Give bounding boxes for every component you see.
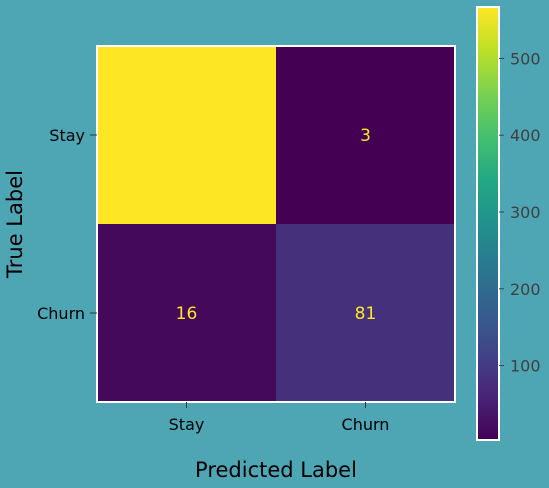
y-tick-label: Stay (49, 126, 85, 145)
cell-value-labels: 567 3 16 81 (170, 126, 376, 324)
colorbar-ticks: 100 200 300 400 500 (499, 49, 541, 376)
y-tick-label: Churn (37, 304, 85, 323)
colorbar-tick-label: 100 (510, 357, 541, 376)
colorbar-tick-label: 300 (510, 203, 541, 222)
cell-value-label: 567 (170, 126, 202, 146)
cell-value-label: 81 (355, 304, 377, 324)
x-tick-label: Stay (169, 415, 205, 434)
cell-value-label: 16 (176, 304, 198, 324)
matrix-cell (276, 46, 455, 224)
colorbar-tick-label: 200 (510, 280, 541, 299)
cell-value-label: 3 (360, 126, 371, 146)
x-axis-label: Predicted Label (195, 458, 357, 482)
y-axis-label: True Label (3, 170, 27, 279)
matrix-cell (97, 224, 276, 402)
colorbar-tick-label: 500 (510, 49, 541, 68)
colorbar (476, 6, 500, 441)
x-axis-ticks: Stay Churn (169, 402, 390, 434)
colorbar-tick-label: 400 (510, 126, 541, 145)
y-axis-ticks: Stay Churn (37, 126, 97, 323)
matrix-cells (97, 46, 455, 402)
x-tick-label: Churn (342, 415, 390, 434)
plot-frame (96, 45, 456, 403)
matrix-cell (276, 224, 455, 402)
matrix-cell (97, 46, 276, 224)
